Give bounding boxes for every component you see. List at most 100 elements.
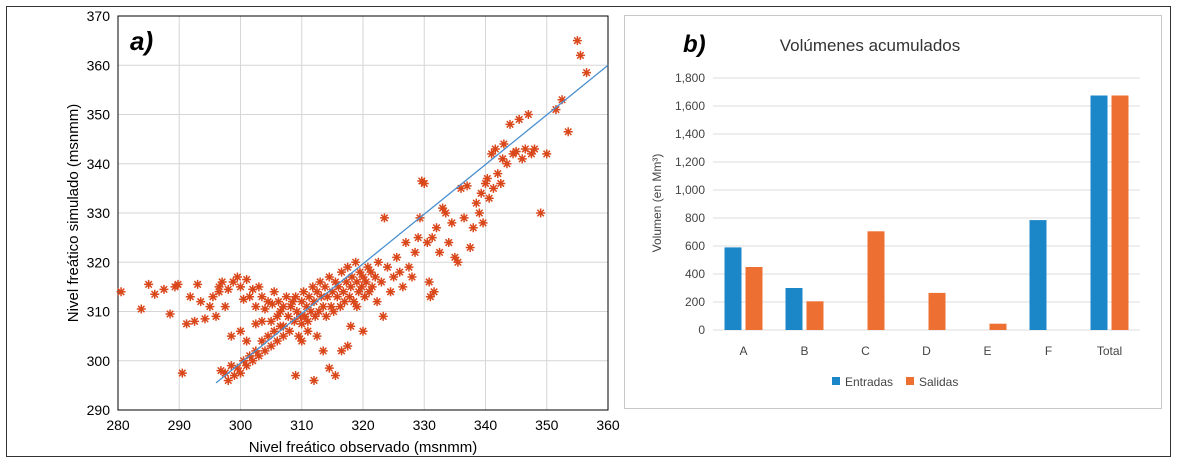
scatter-point bbox=[257, 336, 267, 346]
scatter-point bbox=[404, 262, 414, 272]
scatter-point bbox=[297, 297, 307, 307]
scatter-point bbox=[413, 233, 423, 243]
scatter-point bbox=[459, 213, 469, 223]
scatter-point bbox=[346, 321, 356, 331]
scatter-point bbox=[401, 238, 411, 248]
y-tick-label: 300 bbox=[87, 353, 111, 369]
scatter-point bbox=[563, 127, 573, 137]
bar-entradas-b bbox=[785, 288, 803, 330]
scatter-point bbox=[314, 307, 324, 316]
fit-line bbox=[215, 64, 609, 384]
bar-y-tick-label: 0 bbox=[698, 323, 705, 337]
scatter-point bbox=[173, 279, 183, 289]
scatter-point bbox=[447, 218, 457, 228]
scatter-point bbox=[273, 297, 283, 307]
scatter-point bbox=[266, 341, 276, 351]
scatter-point bbox=[299, 287, 309, 297]
figure-frame bbox=[6, 6, 1171, 457]
scatter-point bbox=[502, 159, 512, 169]
scatter-point bbox=[300, 311, 310, 321]
scatter-point bbox=[196, 297, 206, 307]
scatter-point bbox=[441, 208, 451, 218]
scatter-point bbox=[193, 279, 203, 289]
scatter-point bbox=[376, 277, 386, 287]
bar-x-tick-label: D bbox=[922, 344, 931, 358]
scatter-point bbox=[496, 178, 506, 188]
scatter-point bbox=[266, 316, 276, 326]
scatter-point bbox=[291, 371, 301, 381]
scatter-point bbox=[220, 302, 230, 312]
scatter-point bbox=[482, 174, 492, 184]
x-tick-label: 320 bbox=[351, 417, 375, 433]
x-tick-label: 290 bbox=[168, 417, 192, 433]
scatter-point bbox=[239, 294, 249, 304]
scatter-point bbox=[185, 292, 195, 302]
scatter-point bbox=[275, 307, 285, 316]
scatter-point bbox=[407, 272, 417, 282]
scatter-point bbox=[304, 292, 314, 302]
y-tick-label: 340 bbox=[87, 156, 111, 172]
scatter-point bbox=[354, 287, 364, 297]
scatter-point bbox=[337, 346, 347, 356]
scatter-point bbox=[214, 287, 224, 297]
scatter-point bbox=[373, 257, 383, 267]
x-tick-label: 360 bbox=[596, 417, 620, 433]
y-tick-label: 310 bbox=[87, 304, 111, 320]
bar-legend: Entradas Salidas bbox=[832, 375, 958, 389]
scatter-point bbox=[267, 299, 277, 309]
scatter-point bbox=[530, 144, 539, 154]
scatter-point bbox=[453, 257, 463, 267]
scatter-point bbox=[205, 302, 215, 312]
scatter-point bbox=[334, 282, 343, 292]
scatter-y-axis-label: Nivel freático simulado (msnmm) bbox=[65, 104, 82, 322]
scatter-point bbox=[364, 287, 374, 297]
scatter-point bbox=[200, 314, 210, 324]
bar-y-tick-label: 200 bbox=[685, 295, 705, 309]
bar-salidas-d bbox=[928, 292, 946, 330]
scatter-point bbox=[330, 371, 340, 381]
scatter-point bbox=[557, 95, 567, 105]
scatter-point bbox=[383, 262, 392, 272]
bar-y-tick-label: 800 bbox=[685, 211, 705, 225]
scatter-point bbox=[208, 292, 218, 302]
scatter-point bbox=[361, 277, 371, 287]
scatter-point bbox=[324, 272, 334, 282]
scatter-panel-label: a) bbox=[130, 26, 153, 56]
y-tick-label: 370 bbox=[87, 8, 111, 24]
scatter-point bbox=[514, 114, 524, 124]
scatter-point bbox=[345, 292, 355, 302]
scatter-point bbox=[242, 274, 252, 284]
scatter-point bbox=[370, 272, 380, 282]
scatter-point bbox=[217, 277, 227, 287]
scatter-point bbox=[309, 297, 319, 307]
scatter-point bbox=[551, 105, 561, 115]
scatter-point bbox=[321, 311, 331, 321]
x-tick-label: 330 bbox=[413, 417, 437, 433]
scatter-point bbox=[378, 311, 388, 321]
scatter-point bbox=[232, 363, 242, 373]
scatter-plot-area bbox=[117, 15, 609, 411]
scatter-point bbox=[481, 178, 490, 188]
scatter-point bbox=[398, 282, 408, 292]
scatter-point bbox=[358, 272, 368, 282]
scatter-point bbox=[269, 287, 279, 297]
bar-x-tick-label: B bbox=[800, 344, 808, 358]
scatter-point bbox=[245, 292, 255, 302]
scatter-point bbox=[315, 277, 325, 287]
legend-label-salidas: Salidas bbox=[919, 375, 958, 389]
scatter-point bbox=[177, 368, 187, 378]
scatter-point bbox=[281, 292, 291, 302]
scatter-point bbox=[511, 146, 521, 156]
scatter-point bbox=[427, 233, 437, 243]
scatter-point bbox=[324, 363, 334, 373]
scatter-point bbox=[220, 368, 230, 378]
legend-label-entradas: Entradas bbox=[845, 375, 893, 389]
bar-entradas-f bbox=[1029, 220, 1047, 330]
scatter-point bbox=[329, 307, 339, 316]
bar-panel-label: b) bbox=[683, 31, 706, 58]
bar-entradas-total bbox=[1090, 95, 1108, 330]
y-tick-label: 320 bbox=[87, 254, 111, 270]
bar-salidas-a bbox=[745, 267, 763, 330]
scatter-point bbox=[435, 247, 445, 257]
